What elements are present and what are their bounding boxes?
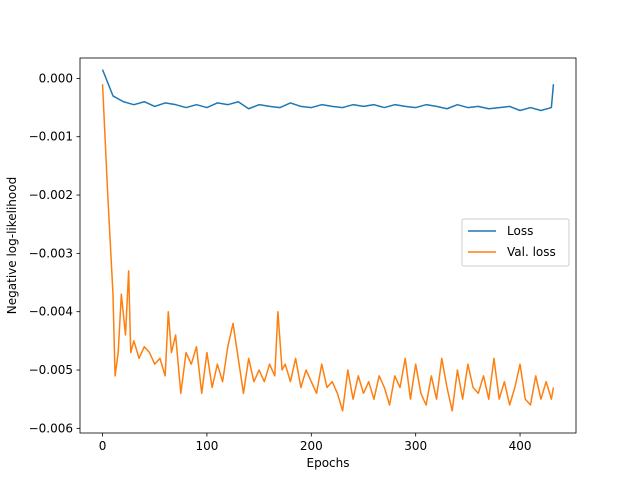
series-line-loss	[101, 69, 555, 112]
y-axis-label: Negative log-likelihood	[5, 177, 19, 314]
axes-frame	[79, 57, 577, 434]
x-tick-label: 200	[300, 439, 323, 453]
series-layer	[101, 69, 555, 412]
x-axis-ticks: 0 100 200 300 400	[99, 433, 532, 453]
y-tick-label: −0.006	[29, 421, 73, 435]
x-tick-label: 300	[404, 439, 427, 453]
y-axis-ticks: 0.000 −0.001 −0.002 −0.003 −0.004 −0.005 −0.00…	[29, 71, 80, 435]
y-tick-label: −0.004	[29, 305, 73, 319]
y-tick-label: −0.005	[29, 363, 73, 377]
legend: Loss Val. loss	[461, 218, 570, 267]
legend-label-val-loss: Val. loss	[507, 245, 556, 259]
legend-label-loss: Loss	[507, 224, 533, 238]
y-tick-label: −0.002	[29, 188, 73, 202]
series-line-val-loss	[101, 84, 555, 412]
x-axis-label: Epochs	[307, 456, 350, 470]
x-tick-label: 400	[509, 439, 532, 453]
y-tick-label: −0.003	[29, 246, 73, 260]
y-tick-label: −0.001	[29, 130, 73, 144]
x-tick-label: 100	[195, 439, 218, 453]
x-tick-label: 0	[99, 439, 107, 453]
y-tick-label: 0.000	[39, 71, 73, 85]
